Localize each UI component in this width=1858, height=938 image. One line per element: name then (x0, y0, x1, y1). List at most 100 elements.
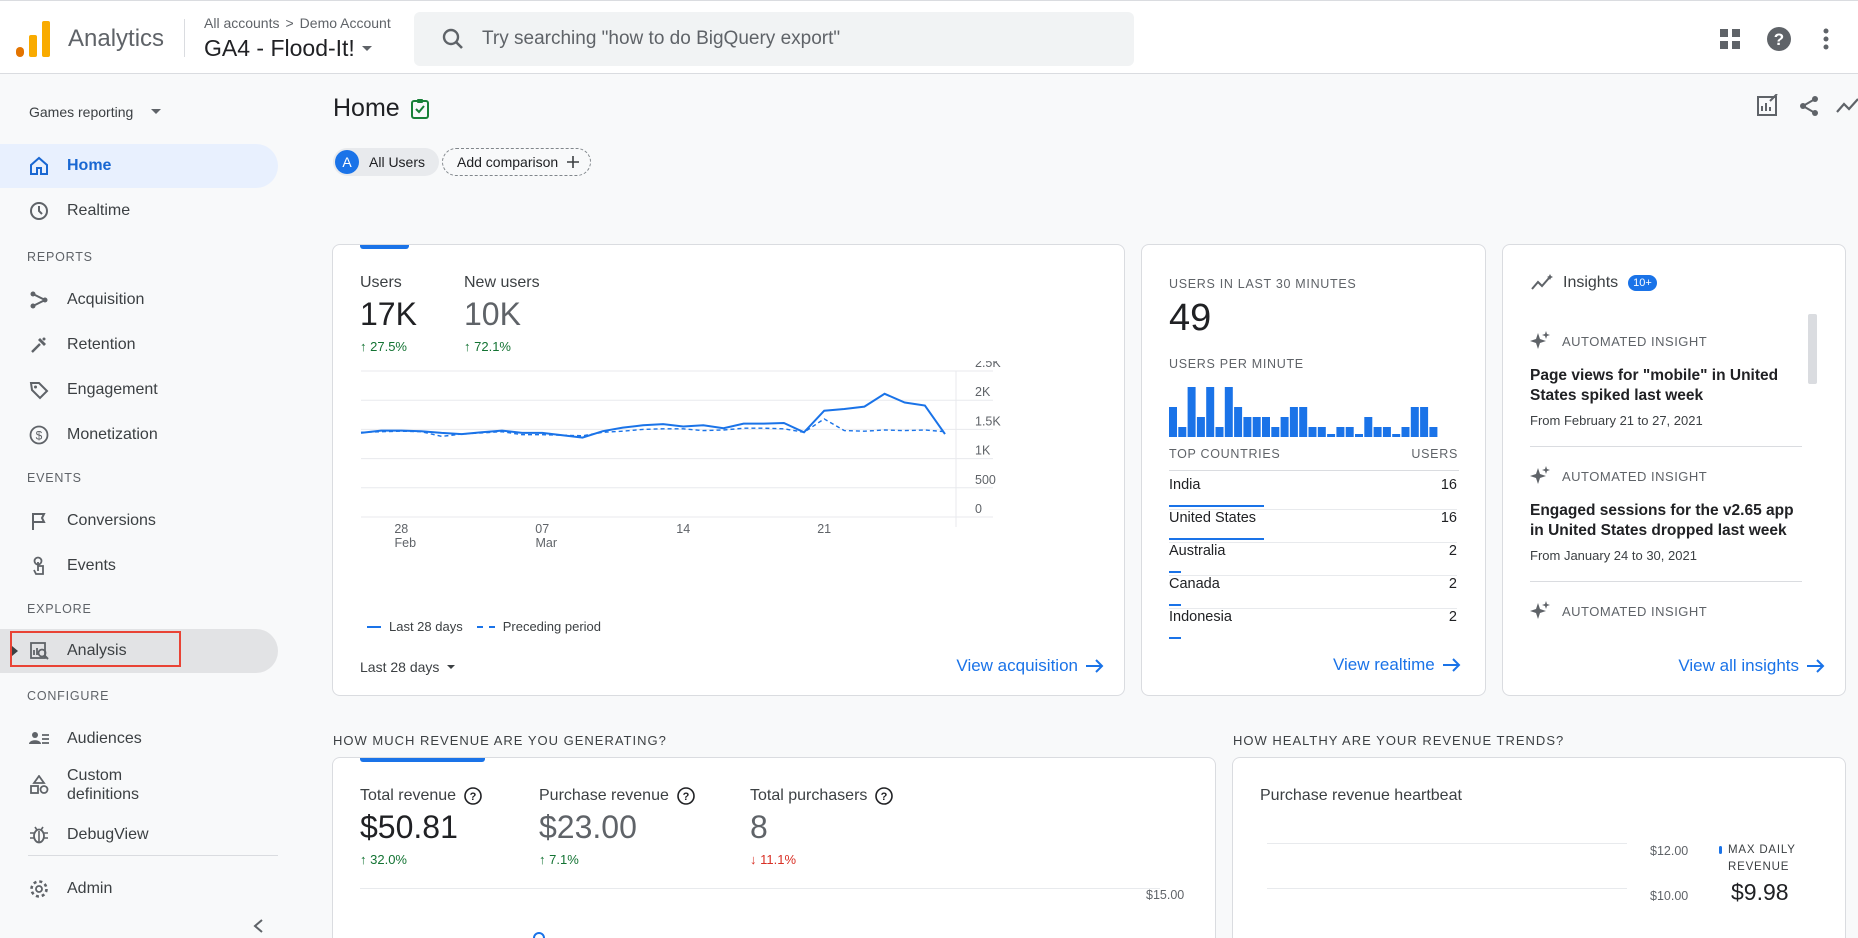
help-circle-icon[interactable]: ? (875, 787, 894, 805)
per-minute-bar[interactable] (1280, 417, 1289, 437)
section-configure: CONFIGURE (27, 689, 110, 703)
metric-users-delta-value: 27.5% (370, 339, 407, 354)
nav-item-home[interactable]: Home (0, 144, 278, 188)
nav-item-realtime[interactable]: Realtime (0, 189, 278, 233)
insights-trend-icon[interactable] (1836, 94, 1858, 123)
date-range-selector[interactable]: Last 28 days (360, 659, 456, 675)
metric-total-revenue[interactable]: Total revenue ? $50.81 ↑ 32.0% (360, 787, 482, 867)
per-minute-bar[interactable] (1234, 407, 1243, 437)
x-tick-label: 21 (817, 522, 831, 536)
property-name: GA4 - Flood-It! (204, 35, 355, 61)
nav-item-engagement[interactable]: Engagement (0, 368, 278, 412)
nav-item-acquisition[interactable]: Acquisition (0, 278, 278, 322)
nav-item-admin[interactable]: Admin (0, 867, 278, 911)
heartbeat-gridline (1267, 888, 1627, 889)
country-row[interactable]: Indonesia 2 (1169, 609, 1457, 642)
nav-item-conversions[interactable]: Conversions (0, 499, 278, 543)
more-vert-icon[interactable] (1812, 25, 1840, 53)
per-minute-bar[interactable] (1410, 407, 1419, 437)
nav-item-custom-definitions[interactable]: Custom definitions (0, 759, 278, 811)
per-minute-bar[interactable] (1252, 417, 1261, 437)
insights-count-badge: 10+ (1628, 275, 1657, 291)
view-all-insights-link[interactable]: View all insights (1678, 656, 1825, 676)
search-bar[interactable] (414, 12, 1134, 66)
per-minute-bar[interactable] (1401, 427, 1410, 437)
per-minute-bar[interactable] (1289, 407, 1298, 437)
per-minute-bar[interactable] (1355, 434, 1363, 437)
insights-title: Insights (1563, 274, 1619, 291)
country-row[interactable]: United States 16 (1169, 510, 1457, 543)
users-per-minute-chart[interactable] (1169, 381, 1459, 437)
per-minute-bar[interactable] (1317, 427, 1326, 437)
view-acquisition-link[interactable]: View acquisition (956, 656, 1104, 676)
country-share-bar (1169, 637, 1181, 639)
per-minute-bar[interactable] (1299, 407, 1308, 437)
country-row[interactable]: Australia 2 (1169, 543, 1457, 576)
per-minute-bar[interactable] (1336, 427, 1345, 437)
breadcrumb[interactable]: All accounts > Demo Account (204, 15, 391, 31)
per-minute-bar[interactable] (1392, 434, 1401, 437)
per-minute-bar[interactable] (1169, 407, 1177, 437)
per-minute-bar[interactable] (1429, 427, 1438, 437)
per-minute-bar[interactable] (1420, 407, 1429, 437)
nav-item-retention[interactable]: Retention (0, 323, 278, 367)
nav-item-debugview[interactable]: DebugView (0, 813, 278, 857)
per-minute-bar[interactable] (1196, 417, 1205, 437)
help-circle-icon[interactable]: ? (677, 787, 695, 805)
country-row[interactable]: India 16 (1169, 477, 1457, 510)
per-minute-bar[interactable] (1243, 417, 1252, 437)
retention-icon (28, 334, 50, 356)
insight-1-title[interactable]: Page views for "mobile" in United States… (1530, 367, 1779, 404)
metric-total-purchasers-value: 8 (750, 809, 768, 845)
per-minute-bar[interactable] (1178, 427, 1187, 437)
per-minute-bar[interactable] (1271, 427, 1280, 437)
property-selector[interactable]: GA4 - Flood-It! (204, 35, 373, 62)
nav-label-admin: Admin (67, 880, 113, 897)
reporting-collection-selector[interactable]: Games reporting (29, 104, 162, 120)
per-minute-bar[interactable] (1382, 427, 1391, 437)
per-minute-bar[interactable] (1373, 427, 1382, 437)
nav-item-monetization[interactable]: $ Monetization (0, 413, 278, 457)
insight-2-title[interactable]: Engaged sessions for the v2.65 app in Un… (1530, 502, 1794, 539)
arrow-up-icon: ↑ (539, 852, 546, 867)
series-line-last-28-days[interactable] (360, 392, 946, 439)
per-minute-bar[interactable] (1364, 417, 1373, 437)
country-row[interactable]: Canada 2 (1169, 576, 1457, 609)
share-icon[interactable] (1797, 94, 1821, 123)
per-minute-bar[interactable] (1327, 434, 1336, 437)
customize-report-icon[interactable] (1756, 93, 1780, 123)
breadcrumb-account[interactable]: Demo Account (299, 15, 391, 31)
help-circle-icon[interactable]: ? (464, 787, 482, 805)
per-minute-bar[interactable] (1308, 427, 1317, 437)
help-icon[interactable]: ? (1765, 25, 1793, 53)
metric-users[interactable]: Users 17K ↑ 27.5% (360, 274, 417, 354)
country-share-bar (1169, 538, 1264, 540)
analytics-logo-icon[interactable] (16, 21, 50, 57)
per-minute-bar[interactable] (1187, 387, 1196, 437)
apps-grid-icon[interactable] (1716, 25, 1744, 53)
collapse-sidebar-icon[interactable] (252, 918, 264, 934)
per-minute-bar[interactable] (1345, 427, 1354, 437)
verified-check-icon[interactable] (410, 98, 430, 120)
per-minute-bar[interactable] (1215, 427, 1224, 437)
metric-purchase-revenue[interactable]: Purchase revenue ? $23.00 ↑ 7.1% (539, 787, 695, 867)
revenue-chart-point[interactable] (533, 932, 545, 938)
nav-item-events[interactable]: Events (0, 544, 278, 588)
add-comparison-button[interactable]: Add comparison (442, 148, 592, 176)
country-name: Australia (1169, 543, 1226, 559)
nav-item-audiences[interactable]: Audiences (0, 717, 278, 761)
expand-arrow-icon[interactable] (12, 646, 18, 656)
realtime-card: USERS IN LAST 30 MINUTES 49 USERS PER MI… (1141, 244, 1486, 696)
breadcrumb-all-accounts[interactable]: All accounts (204, 15, 280, 31)
section-explore: EXPLORE (27, 602, 92, 616)
search-input[interactable] (482, 28, 1082, 50)
per-minute-bar[interactable] (1262, 417, 1270, 437)
metric-total-purchasers[interactable]: Total purchasers ? 8 ↓ 11.1% (750, 787, 894, 867)
per-minute-bar[interactable] (1224, 387, 1233, 437)
metric-new-users[interactable]: New users 10K ↑ 72.1% (464, 274, 540, 354)
per-minute-bar[interactable] (1206, 387, 1215, 437)
insights-scrollbar[interactable] (1808, 314, 1817, 384)
comparison-chip-all-users[interactable]: A All Users (333, 148, 440, 176)
view-realtime-link[interactable]: View realtime (1333, 655, 1461, 675)
